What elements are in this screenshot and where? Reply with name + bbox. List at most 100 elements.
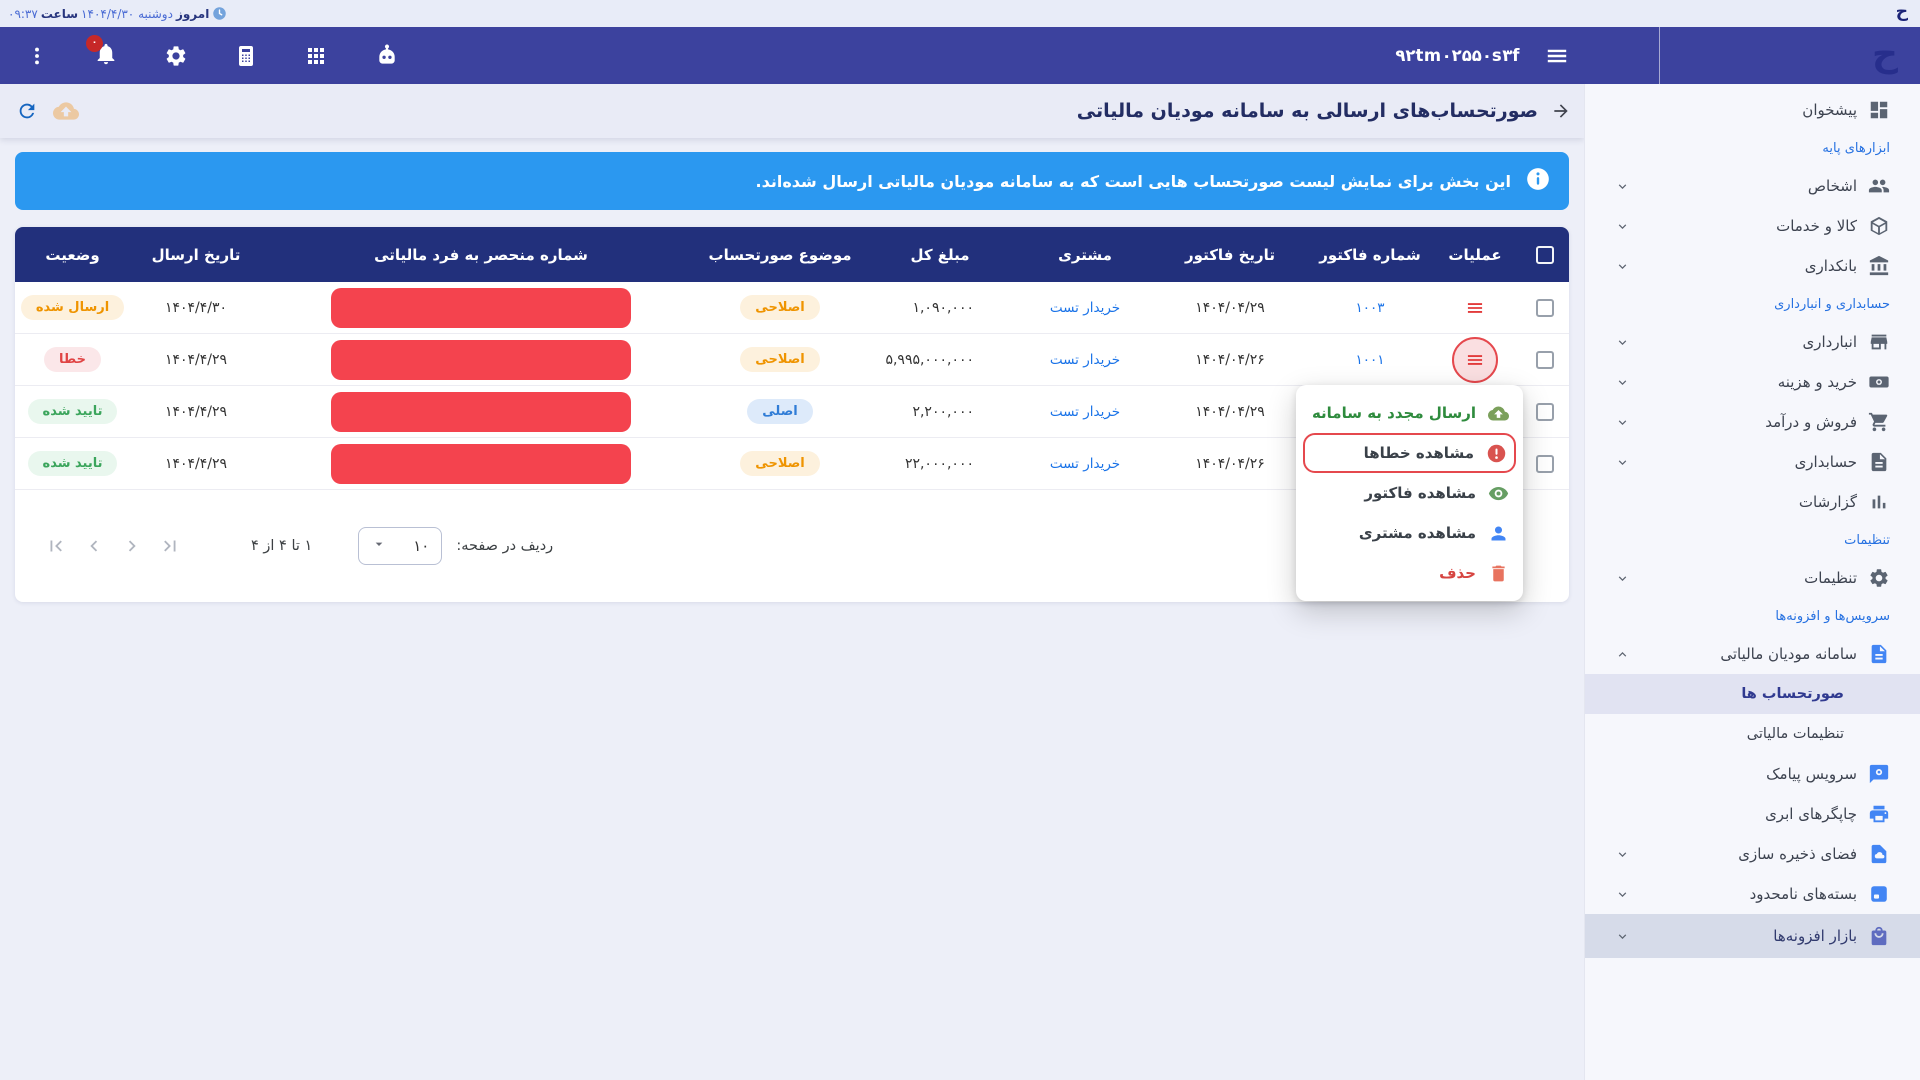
column-header: موضوع صورتحساب [708, 245, 852, 264]
row-actions-context-menu: ارسال مجدد به سامانه مشاهده خطاها مشاهده ف… [1296, 385, 1523, 601]
sidebar-item[interactable]: خرید و هزینه [1585, 362, 1920, 402]
chevron-down-icon [1615, 571, 1630, 586]
clock-icon [212, 6, 227, 21]
people-icon [1868, 175, 1890, 197]
settings-button[interactable] [164, 44, 188, 68]
kebab-menu-button[interactable] [26, 45, 48, 67]
row-actions-button-active[interactable] [1452, 336, 1498, 383]
first-page-button[interactable] [45, 535, 67, 557]
error-icon [1486, 443, 1507, 464]
subject-badge: اصلاحی [740, 451, 820, 476]
person-icon [1488, 523, 1509, 544]
row-checkbox[interactable] [1535, 350, 1554, 369]
sidebar-item-label: چاپگرهای ابری [1765, 805, 1857, 823]
invoice-date: ۱۴۰۴/۰۴/۲۶ [1195, 351, 1265, 368]
invoice-date: ۱۴۰۴/۰۴/۲۶ [1195, 455, 1265, 472]
tax-uid-redacted-box [331, 339, 631, 380]
sidebar-subitem-label: صورتحساب ها [1741, 686, 1844, 702]
cart-icon [1868, 411, 1890, 433]
context-menu-item-label: مشاهده مشتری [1358, 524, 1476, 542]
sidebar-item-label: فضای ذخیره سازی [1738, 845, 1857, 863]
chevron-down-icon [1615, 335, 1630, 350]
apps-grid-button[interactable] [304, 44, 328, 68]
bag-icon [1868, 925, 1890, 947]
upload-cloud-button[interactable] [53, 98, 79, 124]
sidebar-item[interactable]: بازار افزونه‌ها [1585, 914, 1920, 958]
refresh-button[interactable] [16, 100, 38, 122]
row-checkbox[interactable] [1535, 402, 1554, 421]
sidebar-item-label: بانکداری [1804, 257, 1857, 275]
sidebar-item[interactable]: کالا و خدمات [1585, 206, 1920, 246]
context-menu-item-label: ارسال مجدد به سامانه [1311, 404, 1476, 422]
rows-per-page-label: ردیف در صفحه: [456, 538, 554, 554]
sidebar-item[interactable]: اشخاص [1585, 166, 1920, 206]
sidebar-item[interactable]: سرویس پیامک [1585, 754, 1920, 794]
invoice-number-link[interactable]: ۱۰۰۱ [1355, 351, 1385, 368]
sidebar-toggle-button[interactable] [1544, 27, 1570, 84]
context-menu-item[interactable]: ارسال مجدد به سامانه [1296, 393, 1523, 433]
sidebar-item[interactable]: بسته‌های نامحدود [1585, 874, 1920, 914]
row-actions-button[interactable] [1465, 298, 1485, 318]
context-menu-item[interactable]: مشاهده خطاها [1303, 433, 1516, 473]
column-header: تاریخ فاکتور [1185, 245, 1275, 264]
status-badge: خطا [44, 347, 101, 372]
money-icon [1868, 371, 1890, 393]
eye-icon [1488, 483, 1509, 504]
sidebar-item-label: خرید و هزینه [1777, 373, 1857, 391]
bell-icon [94, 42, 118, 70]
context-menu-item[interactable]: حذف [1296, 553, 1523, 593]
sidebar-item[interactable]: سامانه مودیان مالیاتی [1585, 634, 1920, 674]
cloud-upload-icon [1488, 403, 1509, 424]
sidebar-item-label: گزارشات [1798, 493, 1857, 511]
page-title-bar: صورتحساب‌های ارسالی به سامانه مودیان مال… [0, 84, 1584, 138]
time-label: ساعت [40, 6, 79, 21]
row-checkbox[interactable] [1535, 454, 1554, 473]
calculator-button[interactable] [234, 44, 258, 68]
sidebar-item[interactable]: فضای ذخیره سازی [1585, 834, 1920, 874]
assistant-robot-button[interactable] [374, 43, 400, 69]
send-date: ۱۴۰۴/۴/۲۹ [164, 403, 228, 420]
last-page-button[interactable] [159, 535, 181, 557]
customer-link[interactable]: خریدار تست [1049, 403, 1121, 420]
sidebar: پیشخوان ابزارهای پایه اشخاص کالا و خدمات بان… [1584, 84, 1920, 1080]
invoice-number-link[interactable]: ۱۰۰۳ [1355, 299, 1385, 316]
context-menu-item[interactable]: مشاهده فاکتور [1296, 473, 1523, 513]
dashboard-icon [1868, 99, 1890, 121]
sidebar-item[interactable]: پیشخوان [1585, 90, 1920, 130]
sidebar-subitem-selected[interactable]: صورتحساب ها [1585, 674, 1920, 714]
sidebar-item[interactable]: بانکداری [1585, 246, 1920, 286]
info-banner: این بخش برای نمایش لیست صورتحساب هایی اس… [15, 152, 1569, 210]
sidebar-subitem-label: تنظیمات مالیاتی [1746, 726, 1844, 742]
chevron-down-icon [1615, 455, 1630, 470]
tax-doc-icon [1868, 643, 1890, 665]
chevron-down-icon [1615, 415, 1630, 430]
workspace-id: ۹۲tm۰۲۵۵۰s۳f [1395, 46, 1520, 65]
brand-logo: ح [1872, 32, 1898, 74]
customer-link[interactable]: خریدار تست [1049, 455, 1121, 472]
select-all-checkbox[interactable] [1535, 245, 1554, 264]
customer-link[interactable]: خریدار تست [1049, 299, 1121, 316]
column-header: شماره منحصر به فرد مالیاتی [374, 245, 588, 264]
column-header: مشتری [1058, 245, 1112, 264]
customer-link[interactable]: خریدار تست [1049, 351, 1121, 368]
sidebar-item[interactable]: چاپگرهای ابری [1585, 794, 1920, 834]
next-page-button[interactable] [121, 535, 143, 557]
sidebar-item[interactable]: تنظیمات [1585, 558, 1920, 598]
rows-per-page-select[interactable]: ۱۰ [358, 527, 443, 565]
sidebar-item[interactable]: انبارداری [1585, 322, 1920, 362]
notifications-button[interactable]: ۰ [86, 34, 118, 70]
sidebar-item[interactable]: فروش و درآمد [1585, 402, 1920, 442]
invoice-date: ۱۴۰۴/۰۴/۲۹ [1195, 299, 1265, 316]
prev-page-button[interactable] [83, 535, 105, 557]
ledger-icon [1868, 451, 1890, 473]
sidebar-subitem[interactable]: تنظیمات مالیاتی [1585, 714, 1920, 754]
row-checkbox[interactable] [1535, 298, 1554, 317]
sidebar-item[interactable]: گزارشات [1585, 482, 1920, 522]
context-menu-item[interactable]: مشاهده مشتری [1296, 513, 1523, 553]
sidebar-item[interactable]: حسابداری [1585, 442, 1920, 482]
sidebar-section-label: تنظیمات [1844, 532, 1890, 548]
info-icon [1525, 166, 1551, 196]
box-icon [1868, 215, 1890, 237]
back-button[interactable] [1551, 101, 1571, 121]
context-menu-item-label: حذف [1439, 564, 1476, 582]
